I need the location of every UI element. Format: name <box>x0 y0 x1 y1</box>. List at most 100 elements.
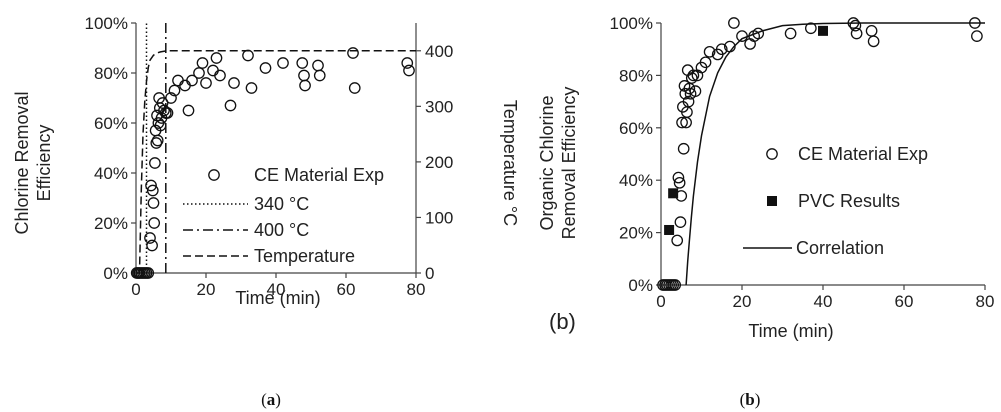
chart-b-legend-label-ce-material-exp: CE Material Exp <box>798 144 928 164</box>
chart-b-point-ce-material-exp <box>669 279 682 291</box>
chart-a-xlabel: Time (min) <box>235 288 320 308</box>
chart-a-y-tick-label: 0% <box>103 264 128 283</box>
chart-a-point-ce-material-exp <box>145 179 157 192</box>
chart-a-legend-label-340-c: 340 °C <box>254 194 309 214</box>
chart-a-point-ce-material-exp <box>403 64 415 77</box>
chart-b-legend-label-correlation: Correlation <box>796 238 884 258</box>
chart-a-point-ce-material-exp <box>172 74 184 87</box>
chart-a-point-ce-material-exp <box>299 79 311 92</box>
chart-a-ylabel-line2: Efficiency <box>34 125 54 202</box>
chart-a-y2label: Temperature °C <box>500 100 520 226</box>
chart-b-point-ce-material-exp <box>682 95 695 108</box>
chart-b-y-tick-label: 20% <box>619 224 653 243</box>
chart-b-y-tick-label: 80% <box>619 66 653 85</box>
chart-a-caption: (a) <box>261 390 281 409</box>
chart-a-y-tick-label: 80% <box>94 64 128 83</box>
chart-b-legend-label-pvc-results: PVC Results <box>798 191 900 211</box>
chart-b-point-ce-material-exp <box>699 56 712 69</box>
chart-b-line-correlation <box>685 22 985 286</box>
chart-b-x-tick-label: 80 <box>976 292 995 311</box>
chart-b-y-tick-label: 40% <box>619 171 653 190</box>
chart-a-x-tick-label: 20 <box>197 280 216 299</box>
chart-b-point-ce-material-exp <box>672 171 685 184</box>
chart-a-point-ce-material-exp <box>347 47 359 59</box>
chart-a-point-ce-material-exp <box>313 69 326 82</box>
chart-a-point-ce-material-exp <box>200 77 212 89</box>
chart-a-x-tick-label: 0 <box>131 280 140 299</box>
chart-b-ylabel-line1: Organic Chlorine <box>537 95 557 230</box>
chart-b-point-ce-material-exp <box>715 43 728 56</box>
chart-a-point-ce-material-exp <box>148 217 161 229</box>
chart-b-point-ce-material-exp <box>677 142 690 155</box>
chart-a-point-ce-material-exp <box>298 69 310 82</box>
chart-a-point-ce-material-exp <box>179 79 191 92</box>
chart-a-point-ce-material-exp <box>142 267 155 279</box>
chart-b-legend-marker-pvc-results <box>767 196 777 206</box>
chart-a-point-ce-material-exp <box>348 82 361 94</box>
chart-b-point-ce-material-exp <box>752 27 765 40</box>
chart-a-point-ce-material-exp <box>186 74 198 87</box>
chart-a-legend-label-ce-material-exp: CE Material Exp <box>254 165 384 185</box>
chart-b-y-tick-label: 0% <box>628 276 653 295</box>
chart-b-point-ce-material-exp <box>673 176 686 189</box>
chart-b-point-ce-material-exp <box>676 116 688 129</box>
chart-a-point-ce-material-exp <box>147 197 160 209</box>
chart-a-y-tick-label: 40% <box>94 164 128 183</box>
chart-a-point-ce-material-exp <box>228 77 240 89</box>
chart-b-panel-label: (b) <box>549 309 576 334</box>
chart-a-legend-label-400-c: 400 °C <box>254 220 309 240</box>
chart-b-x-tick-label: 60 <box>895 292 914 311</box>
chart-a-point-ce-material-exp <box>149 157 161 169</box>
chart-b-caption: (b) <box>740 390 761 409</box>
chart-b-y-tick-label: 60% <box>619 119 653 138</box>
chart-a-point-ce-material-exp <box>182 104 195 117</box>
chart-a-point-ce-material-exp <box>207 64 219 77</box>
chart-a-ylabel-line1: Chlorine Removal <box>12 91 32 234</box>
chart-a-point-ce-material-exp <box>259 62 272 74</box>
chart-b-point-ce-material-exp <box>728 17 740 29</box>
chart-a-x-tick-label: 80 <box>407 280 426 299</box>
chart-b-point-ce-material-exp <box>804 22 817 35</box>
chart-b-point-pvc-results <box>818 25 828 36</box>
chart-a-point-ce-material-exp <box>296 57 309 69</box>
chart-a-y2-tick-label: 400 <box>425 42 453 61</box>
chart-b-point-ce-material-exp <box>865 25 878 37</box>
chart-b-point-pvc-results <box>664 224 675 235</box>
chart-b-point-ce-material-exp <box>674 216 687 228</box>
chart-b-point-ce-material-exp <box>687 69 700 82</box>
chart-a-y2-tick-label: 0 <box>425 264 434 283</box>
chart-a-y-tick-label: 20% <box>94 214 128 233</box>
chart-b-xlabel: Time (min) <box>748 321 833 341</box>
chart-a-point-ce-material-exp <box>401 57 414 69</box>
chart-a-point-ce-material-exp <box>146 239 158 252</box>
chart-a-point-ce-material-exp <box>224 99 237 112</box>
chart-b-point-ce-material-exp <box>703 45 716 58</box>
chart-b-point-pvc-results <box>668 188 679 199</box>
chart-a-y2-tick-label: 300 <box>425 97 453 116</box>
chart-a-point-ce-material-exp <box>144 232 156 244</box>
chart-a-y2-tick-label: 200 <box>425 153 453 172</box>
chart-b-x-tick-label: 20 <box>733 292 752 311</box>
chart-b-point-ce-material-exp <box>689 85 702 97</box>
chart-b-ylabel-line2: Removal Efficiency <box>559 87 579 240</box>
chart-a: Chlorine Removal Efficiency Temperature … <box>12 14 520 409</box>
chart-a-point-ce-material-exp <box>242 49 254 62</box>
chart-a-x-tick-label: 60 <box>337 280 356 299</box>
chart-a-point-ce-material-exp <box>146 184 159 197</box>
chart-a-point-ce-material-exp <box>168 84 181 97</box>
chart-a-point-ce-material-exp <box>312 59 324 72</box>
chart-a-point-ce-material-exp <box>210 52 223 64</box>
chart-a-point-ce-material-exp <box>151 134 164 147</box>
chart-a-y-tick-label: 100% <box>85 14 128 33</box>
chart-b-point-ce-material-exp <box>971 30 983 42</box>
chart-a-point-ce-material-exp <box>245 82 258 94</box>
chart-b-point-ce-material-exp <box>784 27 797 40</box>
chart-b-point-ce-material-exp <box>867 35 880 48</box>
chart-a-point-ce-material-exp <box>193 67 205 79</box>
chart-a-point-ce-material-exp <box>161 107 174 119</box>
chart-a-point-ce-material-exp <box>196 57 209 69</box>
chart-a-line-temperature <box>136 50 416 274</box>
chart-b-y-tick-label: 100% <box>610 14 653 33</box>
chart-b-x-tick-label: 40 <box>814 292 833 311</box>
